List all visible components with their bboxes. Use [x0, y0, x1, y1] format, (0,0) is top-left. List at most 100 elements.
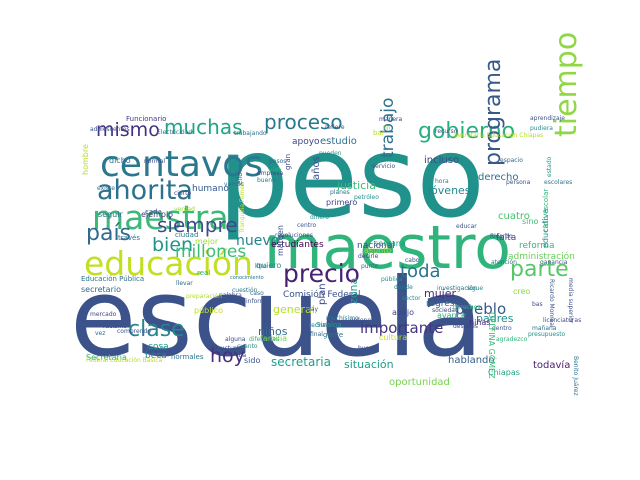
word-educacion: educación: [84, 244, 253, 283]
word-escolares: escolares: [544, 179, 572, 186]
word-dinero: dinero: [310, 214, 329, 221]
word-falta: falta: [496, 233, 516, 243]
word-aprendizaje: aprendizaje: [530, 115, 565, 122]
word-clase: clase: [128, 317, 185, 342]
word-refiere: refiere: [325, 124, 345, 131]
word-muchas: muchas: [164, 115, 243, 139]
word-mujer: mujer: [424, 287, 457, 300]
word-iba: iba: [237, 352, 246, 359]
word-traves: través: [118, 234, 140, 242]
word-jovenes: jóvenes: [427, 184, 471, 197]
word-nuevo: nuevo: [236, 233, 279, 249]
word-manana: mañana: [532, 325, 557, 332]
word-hoy: hoy: [210, 345, 245, 367]
word-ello: ello: [236, 173, 244, 185]
word-zona: zona: [347, 278, 360, 304]
word-chiapas: Chiapas: [488, 368, 520, 377]
word-pueblo: Pueblo: [372, 156, 392, 163]
word-ricardo-monreal: Ricardo Monreal: [548, 279, 555, 328]
word-vez: vez: [95, 330, 105, 337]
word-semana: semana: [374, 239, 406, 248]
word-centavos: centavos: [100, 144, 263, 185]
word-cuestion: cuestión: [232, 287, 258, 294]
word-ejemplo: ejemplo: [141, 210, 173, 219]
word-humano: humano: [192, 184, 229, 194]
word-gente: gente: [323, 331, 343, 339]
word-privada: privada: [147, 346, 166, 352]
word-pais: país: [86, 221, 131, 246]
word-persona: persona: [506, 179, 531, 186]
word-revoluciones: revoluciones: [275, 232, 313, 239]
word-existe: existe: [97, 185, 115, 192]
word-final: final: [310, 331, 323, 338]
word-peso: peso: [218, 113, 485, 243]
word-mejor: mejor: [195, 237, 219, 246]
word-millones: millones: [175, 242, 246, 262]
word-ciudad: ciudad: [175, 231, 198, 239]
word-cuatro: cuatro: [498, 211, 530, 222]
word-hombre: hombre: [81, 144, 90, 175]
word-secretario: secretario: [81, 285, 121, 294]
word-escuela: escuela: [70, 256, 483, 381]
word-diferentes: diferentes: [249, 336, 279, 343]
word-media-superior: media superior: [567, 278, 574, 324]
word-cada: cada: [145, 208, 162, 216]
word-licenciaturas: licenciaturas: [543, 317, 581, 324]
word-pueden: pueden: [319, 150, 342, 157]
word-avance: avance: [437, 311, 466, 320]
word-secretaria: Secretaría: [86, 353, 127, 362]
word-cuanto: cuanto: [237, 343, 258, 350]
word-planes: planes: [330, 189, 350, 196]
word-hora: hora: [435, 178, 449, 185]
word-todavia: todavía: [533, 359, 570, 371]
word-trabajando: trabajando: [234, 130, 267, 137]
word-trabajo: trabajo: [378, 98, 398, 158]
word-educar: educar: [456, 223, 477, 230]
word-donde: dónde: [394, 284, 413, 291]
word-general: general: [273, 303, 315, 316]
word-ciclo-escolar: ciclo escolar: [542, 189, 550, 232]
word-vida: vida: [269, 167, 282, 174]
word-ganancia: ganancia: [540, 259, 568, 266]
word-parte: parte: [510, 257, 569, 282]
word-conocimiento: conocimiento: [230, 275, 264, 281]
word-tranquilia-femex: Tranquilia Femex: [239, 182, 246, 234]
word-publico: público: [194, 306, 223, 315]
word-espacio: espacio: [500, 157, 523, 164]
word-educacion-publica: Educación Pública: [81, 275, 144, 283]
word-padres: padres: [476, 312, 514, 325]
word-creo: creo: [513, 287, 530, 296]
word-real: real: [197, 269, 210, 277]
word-pesos: pesos: [269, 158, 286, 165]
word-cabo: cabo: [405, 257, 420, 264]
word-primero: primero: [326, 198, 357, 207]
word-gran: gran: [284, 154, 292, 170]
word-regreso: regreso: [426, 299, 460, 309]
word-electricidad: Electricidad: [157, 129, 192, 136]
word-cierto: cierto: [174, 190, 191, 197]
word-sociedad: sociedad: [432, 307, 459, 314]
word-estructura: estructura: [209, 345, 240, 352]
word-alguna: alguna: [225, 336, 246, 343]
word-presupuesto: presupuesto: [528, 331, 566, 338]
word-siempre: siempre: [157, 213, 238, 237]
word-fin: fin: [383, 125, 391, 132]
word-abajo: abajo: [392, 308, 414, 317]
word-sector: sector: [402, 295, 421, 302]
word-agradezco: agradezco: [496, 336, 528, 343]
word-publica: pública: [381, 276, 403, 283]
word-dentro: dentro: [492, 325, 512, 332]
word-asunto: asunto: [364, 246, 391, 255]
word-estado: estado: [546, 156, 553, 177]
word-maestra: maestra: [92, 198, 229, 237]
word-bar: bar: [373, 129, 385, 137]
word-precio: precio: [283, 259, 360, 288]
word-justicia: justicia: [336, 179, 376, 192]
word-preparacion: preparación: [186, 293, 222, 300]
word-gobierno: gobierno: [418, 119, 515, 144]
word-pudiera: pudiera: [530, 125, 553, 132]
word-ninas: niñas: [469, 318, 490, 327]
word-servicio: servicio: [372, 163, 395, 170]
word-palabra: palabra: [219, 292, 242, 299]
